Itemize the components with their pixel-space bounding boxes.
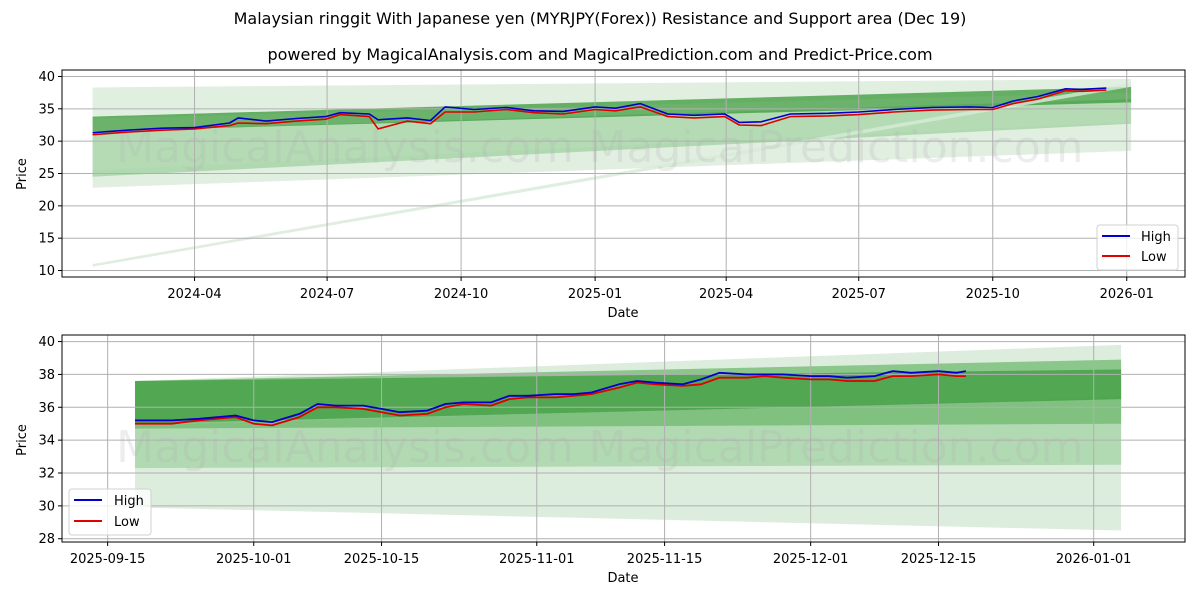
x-tick-label: 2025-10-01: [216, 552, 292, 567]
chart-title: Malaysian ringgit With Japanese yen (MYR…: [233, 9, 967, 28]
series-high-line: [92, 87, 1107, 134]
series-high-line: [135, 370, 967, 424]
top-y-axis-label: Price: [15, 158, 30, 190]
y-tick-label: 35: [38, 102, 55, 117]
x-tick-label: 2025-01: [568, 287, 622, 302]
y-tick-label: 40: [38, 70, 55, 85]
bottom-x-axis-label: Date: [607, 571, 638, 586]
top-price-lines: [92, 87, 1107, 136]
x-tick-label: 2025-11-01: [499, 552, 575, 567]
legend-high-label: High: [114, 494, 144, 509]
y-tick-label: 15: [38, 232, 55, 247]
top-watermark: MagicalAnalysis.com MagicalPrediction.com: [116, 122, 1083, 173]
watermark-text: MagicalAnalysis.com: [116, 122, 574, 173]
legend-low-label: Low: [1141, 250, 1167, 265]
y-tick-label: 38: [38, 368, 55, 383]
series-low-line: [135, 373, 966, 427]
top-chart: MagicalAnalysis.com MagicalPrediction.com…: [15, 69, 1186, 321]
x-tick-label: 2024-10: [434, 287, 488, 302]
y-tick-label: 20: [38, 199, 55, 214]
x-tick-label: 2026-01-01: [1056, 552, 1132, 567]
legend-high-label: High: [1141, 230, 1171, 245]
bottom-watermark: MagicalAnalysis.com MagicalPrediction.com: [116, 422, 1083, 473]
y-tick-label: 32: [38, 467, 55, 482]
watermark-text: MagicalPrediction.com: [589, 122, 1084, 173]
watermark-text: MagicalAnalysis.com: [116, 422, 574, 473]
band-support-zone: [92, 99, 1132, 177]
legend-low-label: Low: [114, 515, 140, 530]
bottom-axis-ticks: 28 30 32 34 36 38 40 2025-09-15 2025-10-01 2025-1…: [38, 335, 1131, 567]
band-outer-faint-lower: [92, 121, 1132, 188]
top-legend: High Low: [1096, 224, 1179, 271]
x-tick-label: 2025-07: [832, 287, 886, 302]
y-tick-label: 30: [38, 499, 55, 514]
y-tick-label: 40: [38, 335, 55, 350]
bottom-y-axis-label: Price: [15, 424, 30, 456]
chart-subtitle: powered by MagicalAnalysis.com and Magic…: [267, 45, 933, 64]
series-low-line: [92, 89, 1107, 136]
y-tick-label: 10: [38, 264, 55, 279]
bottom-chart: MagicalAnalysis.com MagicalPrediction.com…: [15, 334, 1186, 586]
x-tick-label: 2025-12-15: [901, 552, 977, 567]
top-axis-ticks: 10 15 20 25 30 35 40 2024-04 2024-07 2024-10 2025-…: [38, 70, 1153, 302]
y-tick-label: 30: [38, 135, 55, 150]
top-grid: [62, 70, 1185, 277]
x-tick-label: 2025-11-15: [627, 552, 703, 567]
bottom-grid: [62, 335, 1185, 542]
bottom-axes-frame: [61, 334, 1186, 543]
bottom-legend: High Low: [68, 488, 152, 536]
x-tick-label: 2025-10: [966, 287, 1020, 302]
y-tick-label: 34: [38, 434, 55, 449]
watermark-text: MagicalPrediction.com: [589, 422, 1084, 473]
x-tick-label: 2025-12-01: [773, 552, 849, 567]
x-tick-label: 2025-09-15: [70, 552, 146, 567]
y-tick-label: 25: [38, 167, 55, 182]
band-trend-line-faint: [92, 82, 1132, 267]
x-tick-label: 2026-01: [1100, 287, 1154, 302]
x-tick-label: 2024-07: [300, 287, 354, 302]
x-tick-label: 2024-04: [167, 287, 221, 302]
x-tick-label: 2025-04: [699, 287, 753, 302]
y-tick-label: 36: [38, 401, 55, 416]
x-tick-label: 2025-10-15: [344, 552, 420, 567]
y-tick-label: 28: [38, 532, 55, 547]
top-x-axis-label: Date: [607, 306, 638, 321]
bottom-price-lines: [135, 370, 967, 427]
